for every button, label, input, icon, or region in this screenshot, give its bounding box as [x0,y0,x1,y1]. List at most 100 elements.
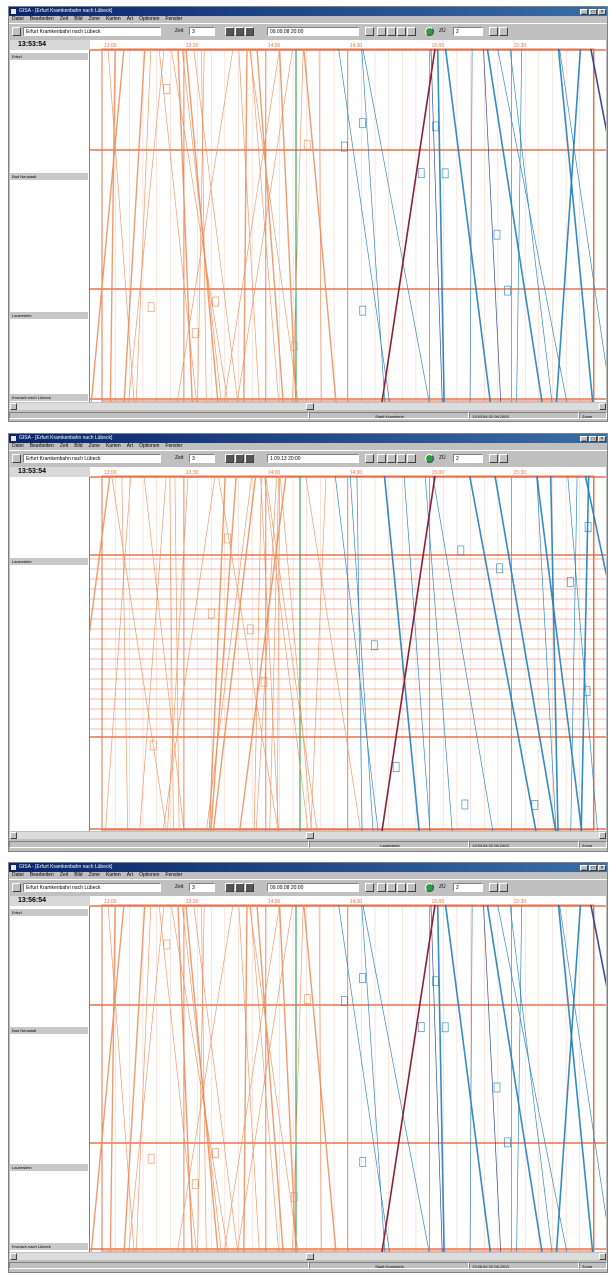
scroll-thumb[interactable] [306,403,314,410]
list-icon[interactable] [387,454,396,463]
horizontal-scrollbar[interactable] [10,403,606,410]
title-bar[interactable]: GISA - [Erfurt Kramkenbahn nach Lübeck] … [9,863,607,872]
maximize-icon[interactable]: □ [589,865,597,871]
train-graph[interactable]: 13:00 13:30 14:00 14:30 15:00 15:30 [90,40,606,402]
grid-icon[interactable] [397,883,406,892]
num-select[interactable]: 2 [453,454,483,463]
maximize-icon[interactable]: □ [589,436,597,442]
menu-item[interactable]: Datei [12,443,24,449]
station-label[interactable]: Lauenstein [10,312,88,319]
menu-item[interactable]: Datei [12,16,24,22]
menu-item[interactable]: Zone [88,16,100,22]
check-icon[interactable] [499,883,508,892]
zoom-out-icon[interactable] [235,454,244,463]
menu-item[interactable]: Zeit [59,443,69,449]
scroll-right-icon[interactable] [599,403,606,410]
close-icon[interactable]: × [598,9,606,15]
minimize-icon[interactable]: _ [580,865,588,871]
train-graph[interactable]: 13:00 13:30 14:00 14:30 15:00 15:30 [90,467,606,831]
menu-item[interactable]: Bild [74,16,83,22]
zeit-select[interactable]: 3 [189,883,215,892]
menu-item[interactable]: Bild [74,443,83,449]
route-select[interactable]: Erfurt Kramkenbahn nach Lübeck [23,883,161,892]
station-label[interactable]: Erfurt [10,53,88,60]
menu-item[interactable]: Art [126,16,134,22]
menu-item[interactable]: Fenster [165,16,183,22]
menu-item[interactable]: Datei [12,872,24,878]
zoom-in-icon[interactable] [225,883,234,892]
menu-item[interactable]: Optionen [139,872,160,878]
station-label[interactable]: Bad Neustadt [10,1027,88,1034]
grid-icon[interactable] [397,454,406,463]
print-icon[interactable] [245,883,254,892]
train-graph[interactable]: 13:00 13:30 14:00 14:30 15:00 15:30 [90,896,606,1252]
list-icon[interactable] [387,27,396,36]
date-field[interactable]: 1.09.13 20:00 [267,454,359,463]
person-icon[interactable] [365,27,374,36]
zeit-select[interactable]: 3 [189,27,215,36]
filter-icon[interactable] [377,454,386,463]
menu-item[interactable]: Art [126,872,134,878]
check-icon[interactable] [499,454,508,463]
grid-icon[interactable] [397,27,406,36]
menu-item[interactable]: Karten [105,872,121,878]
zoom-out-icon[interactable] [235,27,244,36]
scroll-left-icon[interactable] [10,832,17,839]
station-label[interactable]: Kronach nach Lübeck [10,394,88,401]
num-select[interactable]: 2 [453,27,483,36]
scroll-thumb[interactable] [306,832,314,839]
zoom-in-icon[interactable] [225,454,234,463]
scroll-right-icon[interactable] [599,832,606,839]
route-icon[interactable] [12,883,21,892]
horizontal-scrollbar[interactable] [10,1253,606,1260]
menu-item[interactable]: Zeit [59,872,69,878]
scroll-left-icon[interactable] [10,1253,17,1260]
menu-item[interactable]: Fenster [165,443,183,449]
person-icon[interactable] [365,883,374,892]
go-icon[interactable] [425,27,434,36]
horizontal-scrollbar[interactable] [10,832,606,839]
title-bar[interactable]: GISA - [Erfurt Kramkenbahn nach Lübeck] … [9,434,607,443]
menu-item[interactable]: Bearbeiten [29,443,54,449]
title-bar[interactable]: GISA - [Erfurt Kramkenbahn nach Lübeck] … [9,7,607,16]
station-label[interactable]: Lauenstein [10,558,88,565]
route-select[interactable]: Erfurt Kramkenbahn nach Lübeck [23,27,161,36]
station-label[interactable]: Kronach nach Lübeck [10,1243,88,1250]
scroll-right-icon[interactable] [599,1253,606,1260]
list-icon[interactable] [387,883,396,892]
menu-item[interactable]: Zone [88,872,100,878]
print-icon[interactable] [245,454,254,463]
go-icon[interactable] [425,883,434,892]
menu-item[interactable]: Karten [105,16,121,22]
chart-icon[interactable] [489,883,498,892]
person-icon[interactable] [365,454,374,463]
route-select[interactable]: Erfurt Kramkenbahn nach Lübeck [23,454,161,463]
date-field[interactable]: 09.09.08 20:00 [267,883,359,892]
zoom-out-icon[interactable] [235,883,244,892]
check-icon[interactable] [499,27,508,36]
menu-item[interactable]: Zone [88,443,100,449]
menu-item[interactable]: Optionen [139,16,160,22]
filter-icon[interactable] [377,27,386,36]
station-label[interactable]: Lauenstein [10,1164,88,1171]
menu-item[interactable]: Fenster [165,872,183,878]
menu-item[interactable]: Art [126,443,134,449]
menu-item[interactable]: Bearbeiten [29,16,54,22]
zoom-in-icon[interactable] [225,27,234,36]
route-icon[interactable] [12,454,21,463]
scroll-thumb[interactable] [306,1253,314,1260]
minimize-icon[interactable]: _ [580,9,588,15]
close-icon[interactable]: × [598,865,606,871]
menu-item[interactable]: Bearbeiten [29,872,54,878]
close-icon[interactable]: × [598,436,606,442]
chart-icon[interactable] [489,27,498,36]
menu-item[interactable]: Zeit [59,16,69,22]
minimize-icon[interactable]: _ [580,436,588,442]
go-icon[interactable] [425,454,434,463]
table-icon[interactable] [407,883,416,892]
table-icon[interactable] [407,454,416,463]
station-label[interactable]: Erfurt [10,909,88,916]
menu-item[interactable]: Karten [105,443,121,449]
table-icon[interactable] [407,27,416,36]
station-label[interactable]: Bad Neustadt [10,173,88,180]
